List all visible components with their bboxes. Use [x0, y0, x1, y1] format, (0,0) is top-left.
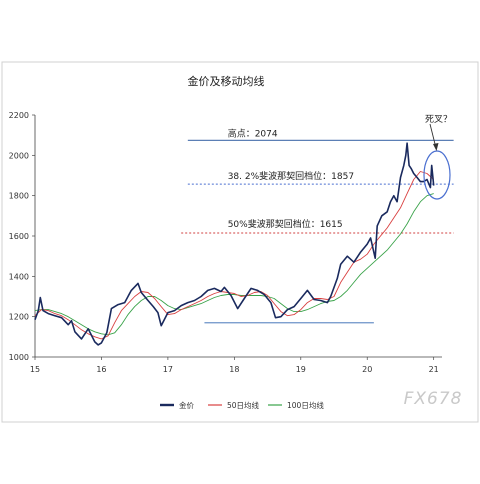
x-tick-label: 17	[163, 365, 173, 374]
y-tick-label: 1800	[9, 192, 29, 201]
legend-label: 金价	[179, 400, 194, 410]
x-tick-labels: 15 16 17 18 19 20 21	[30, 357, 439, 374]
high-point-annotation: 高点：2074	[228, 127, 278, 139]
legend-label: 100日均线	[287, 400, 324, 410]
y-tick-labels: 1000 1200 1400 1600 1800 2000 2200	[9, 111, 35, 362]
x-tick-label: 15	[30, 365, 40, 374]
y-tick-label: 1000	[9, 353, 29, 362]
y-tick-label: 1600	[9, 232, 29, 241]
chart-frame	[1, 61, 479, 423]
reference-lines	[181, 139, 454, 324]
watermark-text: FX678	[404, 389, 463, 409]
y-tick-label: 1200	[9, 313, 29, 322]
series-line-0	[34, 142, 435, 346]
series-line-1	[34, 171, 435, 340]
x-tick-label: 20	[362, 365, 372, 374]
fib-38-annotation: 38. 2%斐波那契回档位：1857	[228, 170, 354, 182]
x-tick-label: 16	[96, 365, 106, 374]
fib-50-annotation: 50%斐波那契回档位：1615	[228, 218, 343, 230]
series-lines	[34, 142, 435, 346]
series-line-2	[34, 193, 434, 336]
y-tick-label: 2200	[9, 111, 29, 120]
chart-title: 金价及移动均线	[188, 74, 265, 88]
x-tick-label: 19	[296, 365, 306, 374]
y-tick-label: 1400	[9, 272, 29, 281]
legend-label: 50日均线	[227, 400, 260, 410]
death-cross-ellipse	[423, 150, 451, 200]
death-cross-annotation: 死叉？	[425, 114, 452, 125]
y-tick-label: 2000	[9, 151, 29, 160]
chart-legend: 金价 50日均线 100日均线	[160, 400, 324, 410]
x-tick-label: 21	[429, 365, 439, 374]
death-cross-arrowhead	[433, 143, 439, 151]
x-tick-label: 18	[229, 365, 239, 374]
